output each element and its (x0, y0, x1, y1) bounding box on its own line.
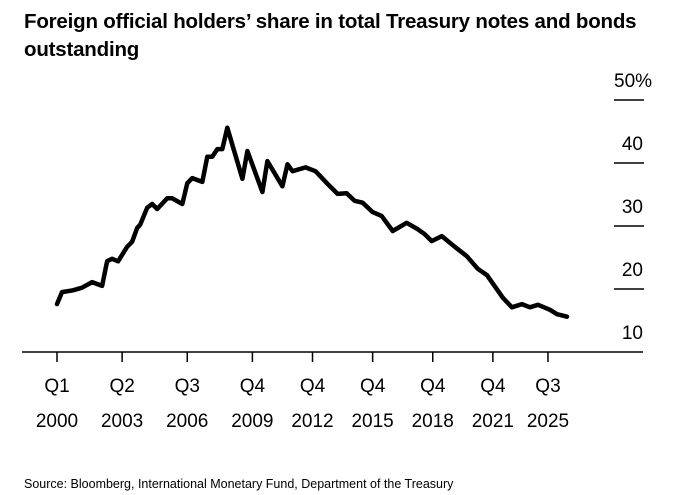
x-tick-label-quarter: Q4 (420, 376, 446, 397)
y-tick-label: 50% (614, 71, 652, 92)
chart-title: Foreign official holders’ share in total… (24, 10, 637, 61)
x-tick-label-year: 2018 (412, 411, 454, 432)
x-tick-label-quarter: Q4 (300, 376, 326, 397)
x-tick-label-quarter: Q4 (480, 376, 506, 397)
y-tick-label: 40 (622, 134, 643, 155)
y-tick-label: 20 (622, 260, 643, 281)
x-tick-label-quarter: Q3 (535, 376, 560, 397)
x-tick-label-year: 2025 (527, 411, 569, 432)
x-tick-label-year: 2015 (351, 411, 393, 432)
x-tick-label-quarter: Q3 (175, 376, 200, 397)
x-tick-label-quarter: Q4 (360, 376, 386, 397)
source-note: Source: Bloomberg, International Monetar… (24, 477, 454, 491)
x-tick-label-year: 2012 (291, 411, 333, 432)
x-tick-label-year: 2021 (472, 411, 514, 432)
series-line (54, 125, 570, 319)
x-tick-label-quarter: Q4 (240, 376, 266, 397)
x-tick-label-year: 2009 (231, 411, 273, 432)
x-tick-label-year: 2006 (166, 411, 208, 432)
x-tick-label-quarter: Q1 (44, 376, 69, 397)
x-tick-label-year: 2000 (36, 411, 78, 432)
y-tick-label: 30 (622, 197, 643, 218)
x-tick-label-year: 2003 (101, 411, 143, 432)
x-tick-label-quarter: Q2 (109, 376, 134, 397)
y-tick-label: 10 (622, 323, 643, 344)
